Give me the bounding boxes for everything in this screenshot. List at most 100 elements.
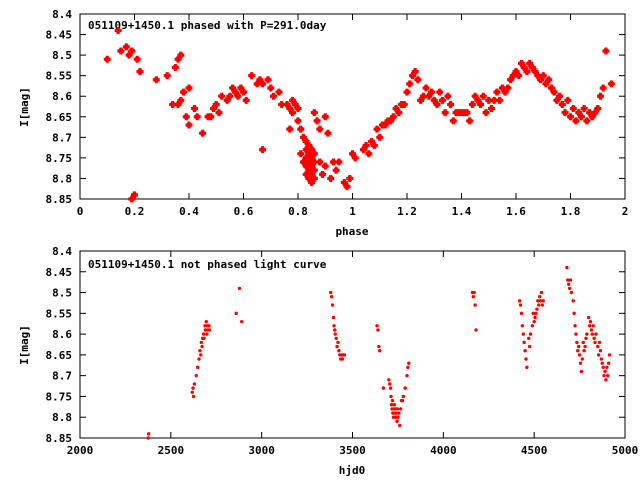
data-point xyxy=(394,411,398,415)
data-point xyxy=(599,357,604,361)
data-point xyxy=(403,386,407,390)
data-point xyxy=(377,344,381,349)
data-point xyxy=(566,278,570,282)
data-point xyxy=(392,403,396,407)
y-tick-label: 8.7 xyxy=(52,131,72,144)
data-point xyxy=(540,303,545,307)
data-point xyxy=(517,299,522,303)
chart-title: 051109+1450.1 phased with P=291.0day xyxy=(88,19,327,32)
data-point xyxy=(587,324,592,328)
data-point xyxy=(264,76,272,84)
data-point xyxy=(541,299,545,303)
data-point xyxy=(568,278,573,282)
data-point xyxy=(321,162,329,170)
data-point xyxy=(580,357,585,361)
x-tick-label: 2500 xyxy=(158,444,185,457)
data-point xyxy=(411,68,419,76)
y-tick-label: 8.85 xyxy=(46,193,73,206)
data-point xyxy=(405,373,409,378)
y-tick-label: 8.6 xyxy=(52,90,72,103)
data-point xyxy=(556,92,564,100)
x-tick-label: 0 xyxy=(77,205,84,218)
data-point xyxy=(594,332,598,336)
x-tick-label: 4500 xyxy=(521,444,548,457)
data-point xyxy=(569,290,574,295)
data-point xyxy=(239,319,244,324)
data-point xyxy=(583,344,587,349)
data-point xyxy=(596,353,601,357)
data-point xyxy=(422,84,430,92)
data-point xyxy=(343,183,351,191)
chart-title: 051109+1450.1 not phased light curve xyxy=(88,258,327,271)
data-point xyxy=(537,295,542,299)
data-point xyxy=(473,303,477,307)
data-point xyxy=(275,88,283,96)
data-point xyxy=(365,150,373,158)
data-point xyxy=(602,373,606,378)
axis-ticks: 2000 2500 3000 3500 4000 4500 5000 8.4 8.45 8.5 8.… xyxy=(46,245,639,457)
data-points xyxy=(146,265,612,440)
data-point xyxy=(586,315,591,320)
data-point xyxy=(569,105,577,113)
data-point xyxy=(316,158,324,166)
data-point xyxy=(191,394,196,399)
x-tick-label: 2000 xyxy=(67,444,94,457)
data-point xyxy=(535,307,539,311)
x-tick-label: 4000 xyxy=(430,444,457,457)
data-point xyxy=(342,353,347,357)
data-point xyxy=(428,88,436,96)
x-axis-label: phase xyxy=(335,225,368,238)
data-point xyxy=(286,125,294,133)
data-point xyxy=(523,68,531,76)
data-point xyxy=(388,386,393,390)
data-point xyxy=(493,88,501,96)
data-point xyxy=(329,295,334,299)
data-point xyxy=(390,398,395,403)
data-point xyxy=(310,174,318,182)
data-point xyxy=(133,55,141,63)
data-point xyxy=(267,84,275,92)
data-point xyxy=(242,96,250,104)
data-point xyxy=(565,265,569,270)
data-point xyxy=(199,129,207,137)
x-axis-label: hjd0 xyxy=(339,464,366,477)
data-point xyxy=(528,332,533,336)
data-point xyxy=(444,92,452,100)
data-point xyxy=(414,76,422,84)
data-point xyxy=(471,295,476,299)
data-point xyxy=(400,398,405,403)
data-point xyxy=(310,109,318,117)
data-point xyxy=(332,166,340,174)
data-point xyxy=(177,96,185,104)
data-point xyxy=(395,109,403,117)
data-point xyxy=(226,92,234,100)
data-point xyxy=(521,332,525,336)
data-point xyxy=(564,96,572,104)
data-point xyxy=(584,336,588,340)
y-tick-label: 8.4 xyxy=(52,245,72,258)
data-point xyxy=(567,286,572,291)
data-point xyxy=(447,100,455,108)
data-point xyxy=(395,419,399,424)
data-point xyxy=(537,303,541,307)
data-point xyxy=(182,113,190,121)
data-point xyxy=(103,55,111,63)
data-point xyxy=(575,340,579,345)
data-point xyxy=(606,373,610,378)
data-point xyxy=(515,72,523,80)
x-tick-label: 1 xyxy=(349,205,356,218)
data-point xyxy=(573,324,577,328)
data-point xyxy=(185,84,193,92)
data-point xyxy=(578,361,583,365)
data-point xyxy=(388,382,392,386)
data-point xyxy=(479,92,487,100)
data-point xyxy=(468,100,476,108)
data-point xyxy=(205,332,209,336)
data-point xyxy=(330,303,335,307)
data-point xyxy=(545,76,553,84)
data-point xyxy=(329,290,333,295)
data-point xyxy=(381,386,386,390)
data-point xyxy=(592,336,596,340)
data-point xyxy=(199,340,204,345)
